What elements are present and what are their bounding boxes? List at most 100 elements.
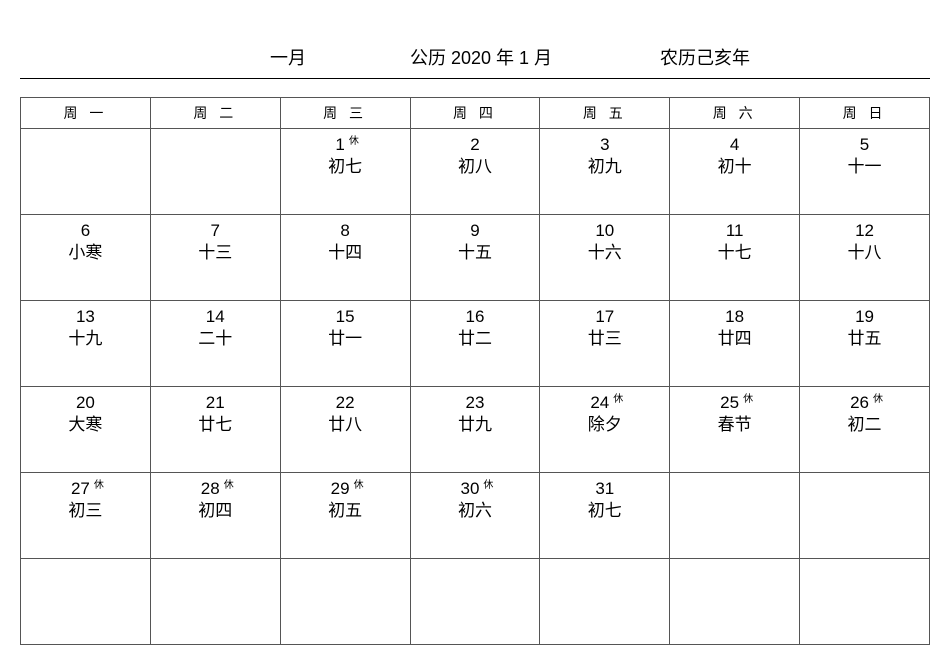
calendar-day-cell: 16廿二 (410, 301, 540, 387)
day-number: 5 (860, 135, 869, 155)
lunar-label: 十三 (151, 243, 280, 263)
day-number: 10 (595, 221, 614, 241)
calendar-day-cell: 25 休春节 (670, 387, 800, 473)
calendar-day-cell: 17廿三 (540, 301, 670, 387)
day-number: 16 (465, 307, 484, 327)
lunar-label: 初八 (411, 157, 540, 177)
calendar-day-cell (670, 473, 800, 559)
calendar-day-cell: 28休初四 (150, 473, 280, 559)
day-number: 27 (71, 479, 90, 499)
calendar-day-cell: 18廿四 (670, 301, 800, 387)
day-number: 1 (335, 135, 344, 155)
calendar-table: 周 一 周 二 周 三 周 四 周 五 周 六 周 日 1休初七2初八3初九4初… (20, 97, 930, 645)
calendar-day-cell: 8十四 (280, 215, 410, 301)
lunar-year-label: 农历己亥年 (660, 44, 750, 70)
day-number: 30 (460, 479, 479, 499)
calendar-day-cell: 1休初七 (280, 129, 410, 215)
calendar-header: 一月 公历 2020 年 1 月 农历己亥年 (20, 0, 930, 79)
lunar-label: 初五 (281, 501, 410, 521)
lunar-label: 初二 (800, 415, 929, 435)
weekday-header: 周 六 (670, 98, 800, 129)
weekday-header: 周 一 (21, 98, 151, 129)
lunar-label: 小寒 (21, 243, 150, 263)
calendar-day-cell (410, 559, 540, 645)
holiday-mark: 休 (94, 480, 104, 491)
calendar-week-row: 6小寒7十三8十四9十五10十六11十七12十八 (21, 215, 930, 301)
calendar-day-cell: 23廿九 (410, 387, 540, 473)
calendar-day-cell: 20大寒 (21, 387, 151, 473)
lunar-label: 初七 (281, 157, 410, 177)
day-number: 14 (206, 307, 225, 327)
lunar-label: 初三 (21, 501, 150, 521)
calendar-day-cell: 5十一 (800, 129, 930, 215)
calendar-day-cell: 10十六 (540, 215, 670, 301)
calendar-day-cell (280, 559, 410, 645)
solar-date-label: 公历 2020 年 1 月 (410, 44, 610, 70)
calendar-day-cell (800, 473, 930, 559)
lunar-label: 春节 (670, 415, 799, 435)
calendar-day-cell: 15廿一 (280, 301, 410, 387)
calendar-day-cell: 29休初五 (280, 473, 410, 559)
holiday-mark: 休 (873, 394, 883, 405)
calendar-day-cell: 6小寒 (21, 215, 151, 301)
calendar-day-cell: 14二十 (150, 301, 280, 387)
day-number: 23 (465, 393, 484, 413)
calendar-week-row: 13十九14二十15廿一16廿二17廿三18廿四19廿五 (21, 301, 930, 387)
lunar-label: 十一 (800, 157, 929, 177)
calendar-day-cell: 2初八 (410, 129, 540, 215)
calendar-day-cell: 4初十 (670, 129, 800, 215)
lunar-label: 除夕 (540, 415, 669, 435)
day-number: 3 (600, 135, 609, 155)
lunar-label: 初十 (670, 157, 799, 177)
lunar-label: 廿五 (800, 329, 929, 349)
lunar-label: 廿二 (411, 329, 540, 349)
lunar-label: 大寒 (21, 415, 150, 435)
weekday-header: 周 三 (280, 98, 410, 129)
holiday-mark: 休 (349, 136, 359, 147)
calendar-day-cell: 11十七 (670, 215, 800, 301)
calendar-day-cell: 22廿八 (280, 387, 410, 473)
lunar-label: 初四 (151, 501, 280, 521)
lunar-label: 廿八 (281, 415, 410, 435)
calendar-day-cell (150, 129, 280, 215)
lunar-label: 廿四 (670, 329, 799, 349)
day-number: 20 (76, 393, 95, 413)
calendar-week-row: 1休初七2初八3初九4初十5十一 (21, 129, 930, 215)
holiday-mark: 休 (354, 480, 364, 491)
calendar-day-cell: 24休除夕 (540, 387, 670, 473)
lunar-label: 初七 (540, 501, 669, 521)
lunar-label: 十九 (21, 329, 150, 349)
holiday-mark: 休 (743, 394, 753, 405)
day-number: 12 (855, 221, 874, 241)
weekday-header: 周 日 (800, 98, 930, 129)
lunar-label: 初九 (540, 157, 669, 177)
day-number: 18 (725, 307, 744, 327)
day-number: 6 (81, 221, 90, 241)
day-number: 4 (730, 135, 739, 155)
weekday-header: 周 五 (540, 98, 670, 129)
day-number: 11 (726, 221, 744, 241)
calendar-day-cell: 30休初六 (410, 473, 540, 559)
calendar-day-cell: 27 休初三 (21, 473, 151, 559)
lunar-label: 二十 (151, 329, 280, 349)
day-number: 31 (595, 479, 614, 499)
lunar-label: 廿九 (411, 415, 540, 435)
day-number: 19 (855, 307, 874, 327)
calendar-day-cell (21, 129, 151, 215)
lunar-label: 十四 (281, 243, 410, 263)
calendar-week-row: 20大寒21廿七22廿八23廿九24休除夕25休春节26休初二 (21, 387, 930, 473)
day-number: 25 (720, 393, 739, 413)
calendar-day-cell (800, 559, 930, 645)
weekday-header-row: 周 一 周 二 周 三 周 四 周 五 周 六 周 日 (21, 98, 930, 129)
calendar-day-cell (540, 559, 670, 645)
holiday-mark: 休 (613, 394, 623, 405)
calendar-day-cell: 3初九 (540, 129, 670, 215)
holiday-mark: 休 (483, 480, 493, 491)
calendar-day-cell: 26休初二 (800, 387, 930, 473)
calendar-day-cell: 21廿七 (150, 387, 280, 473)
day-number: 7 (211, 221, 220, 241)
day-number: 17 (595, 307, 614, 327)
day-number: 28 (201, 479, 220, 499)
calendar-day-cell: 12十八 (800, 215, 930, 301)
lunar-label: 廿七 (151, 415, 280, 435)
